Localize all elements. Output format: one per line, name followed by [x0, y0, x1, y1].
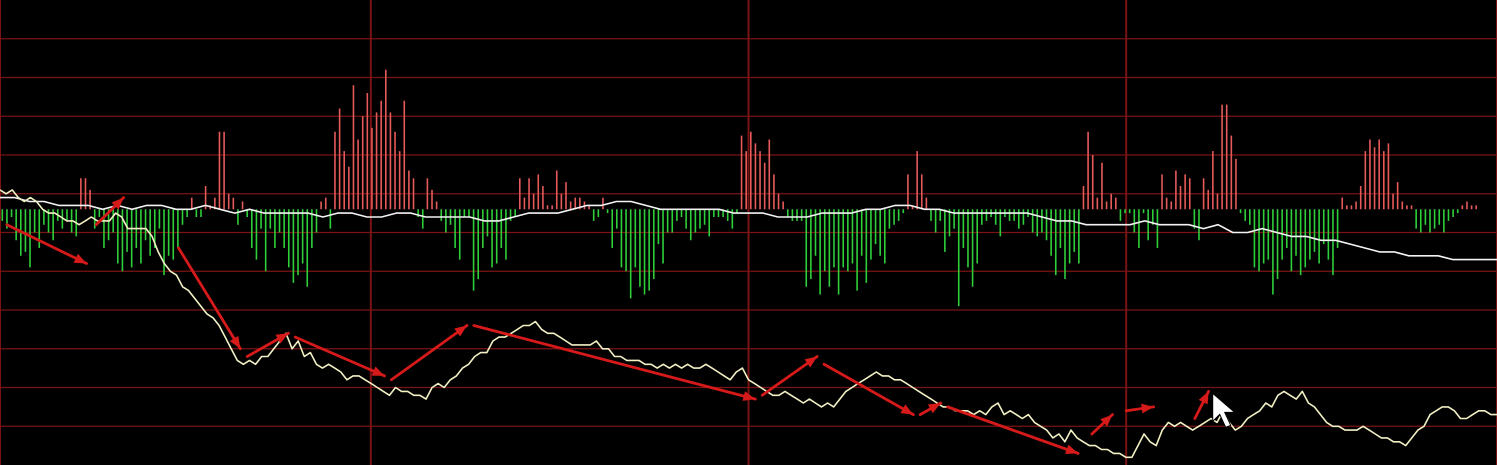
trend-arrow-shaft [472, 324, 757, 401]
average-line [0, 196, 1497, 261]
trend-arrow-head [73, 253, 87, 264]
trend-arrow-head [275, 333, 289, 344]
trend-arrow-head [804, 356, 818, 368]
trend-arrow [946, 405, 1080, 455]
price-line [0, 189, 1497, 459]
trend-arrow-head [1198, 391, 1209, 405]
trend-arrow-head [1100, 414, 1113, 427]
trend-arrow [245, 331, 290, 358]
trend-arrow [390, 324, 469, 382]
trend-arrow [822, 362, 915, 417]
trend-arrow [5, 223, 88, 265]
trend-arrow-shaft [5, 223, 88, 265]
trend-arrow-head [742, 391, 756, 401]
trend-arrow [918, 401, 943, 417]
trend-arrow-head [371, 366, 385, 376]
trend-arrow [1124, 403, 1156, 414]
trend-arrow-shaft [946, 405, 1080, 455]
average-line-group [0, 196, 1497, 261]
trend-arrow [1193, 389, 1210, 420]
trend-arrow [177, 246, 242, 351]
trend-arrow-head [229, 335, 241, 349]
mouse-pointer-icon [1212, 392, 1237, 428]
trend-arrow [760, 355, 819, 397]
price-line-group [0, 189, 1497, 459]
trend-arrow [94, 196, 126, 227]
trend-arrow-head [454, 325, 467, 337]
trend-arrow-shaft [293, 335, 386, 378]
trend-arrow-head [927, 403, 941, 414]
trend-arrow-head [900, 404, 914, 415]
trend-arrows [5, 196, 1210, 455]
trend-arrow-head [111, 197, 124, 210]
trend-arrow [472, 324, 757, 401]
trend-arrow-head [1065, 444, 1079, 455]
trend-arrow-head [1141, 403, 1154, 414]
trend-arrow-shaft [390, 324, 469, 382]
trend-arrow [293, 335, 386, 378]
trend-arrow-shaft [177, 246, 242, 351]
mouse-pointer-shape [1212, 392, 1237, 428]
trend-arrow-shaft [822, 362, 915, 417]
trend-arrow [1090, 413, 1114, 436]
